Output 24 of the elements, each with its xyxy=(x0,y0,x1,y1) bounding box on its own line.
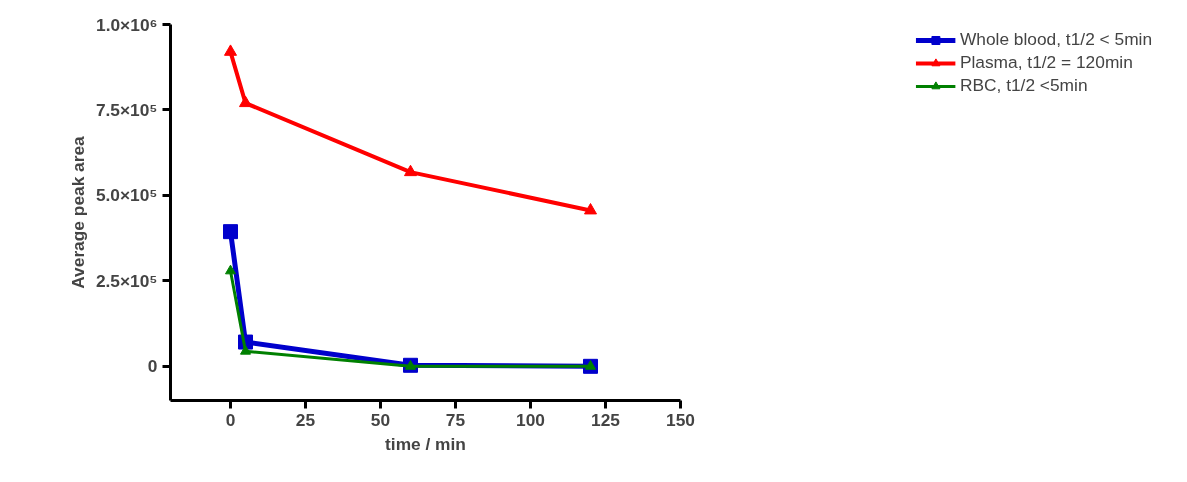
point xyxy=(225,264,236,275)
point xyxy=(223,224,238,240)
y-tick-label: 1.0×10⁶ xyxy=(96,14,158,35)
legend-label: Whole blood, t1/2 < 5min xyxy=(959,29,1153,50)
point xyxy=(404,164,417,177)
x-axis-title: time / min xyxy=(385,433,466,454)
y-tick-label: 5.0×10⁵ xyxy=(95,185,158,206)
legend-label: Plasma, t1/2 = 120min xyxy=(959,52,1133,73)
x-tick-label: 25 xyxy=(295,409,316,430)
x-tick-label: 75 xyxy=(445,409,466,430)
y-tick-label: 2.5×10⁵ xyxy=(95,270,158,291)
point xyxy=(224,44,237,56)
point xyxy=(584,203,597,215)
y-tick-label: 0 xyxy=(147,356,158,377)
x-tick-label: 0 xyxy=(225,409,236,430)
x-tick-label: 100 xyxy=(516,409,545,430)
y-tick-label: 7.5×10⁵ xyxy=(95,99,158,120)
x-tick-label: 150 xyxy=(666,409,695,430)
legend-label: RBC, t1/2 <5min xyxy=(959,75,1088,96)
point xyxy=(240,345,251,355)
x-tick-label: 50 xyxy=(370,409,391,430)
x-tick-label: 125 xyxy=(591,409,621,430)
y-axis-title: Average peak area xyxy=(67,135,88,289)
point xyxy=(239,95,252,108)
